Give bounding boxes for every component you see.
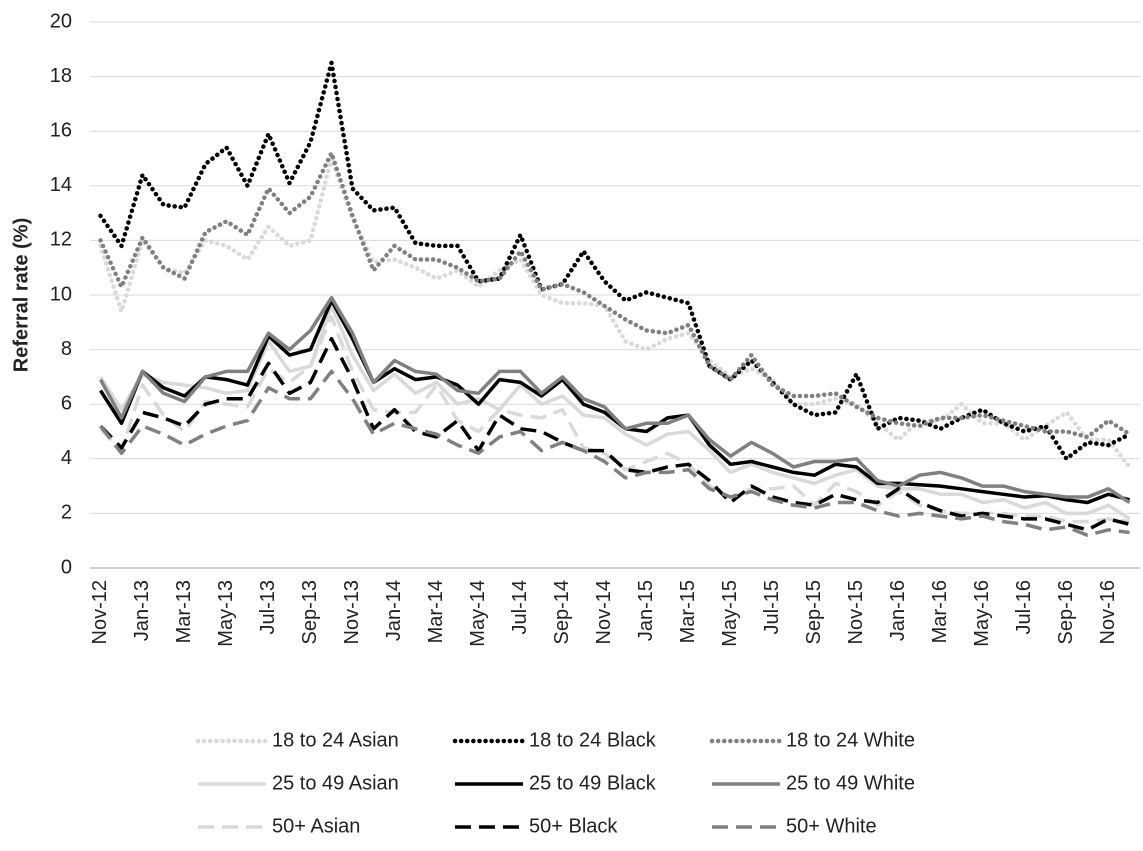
x-tick-label: Mar-13 bbox=[173, 580, 195, 643]
legend-label: 18 to 24 Black bbox=[529, 729, 657, 751]
x-tick-label: Mar-14 bbox=[425, 580, 447, 643]
x-tick-label: Mar-16 bbox=[929, 580, 951, 643]
y-tick-label: 16 bbox=[50, 119, 72, 141]
series-line bbox=[99, 336, 1130, 532]
y-tick-label: 14 bbox=[50, 174, 72, 196]
legend-label: 50+ Black bbox=[529, 815, 618, 837]
x-tick-label: Jul-13 bbox=[257, 580, 279, 634]
legend-label: 18 to 24 Asian bbox=[272, 729, 399, 751]
series-line bbox=[99, 298, 1130, 505]
legend-label: 50+ White bbox=[786, 815, 877, 837]
x-tick-label: May-14 bbox=[467, 580, 489, 647]
x-tick-label: Sep-16 bbox=[1055, 580, 1077, 645]
series-line bbox=[98, 295, 1131, 504]
x-tick-label: Sep-14 bbox=[551, 580, 573, 645]
legend-label: 50+ Asian bbox=[272, 815, 360, 837]
y-axis-title: Referral rate (%) bbox=[10, 218, 32, 373]
y-tick-label: 0 bbox=[61, 556, 72, 578]
y-tick-label: 20 bbox=[50, 10, 72, 32]
x-tick-label: Sep-13 bbox=[299, 580, 321, 645]
x-tick-label: Jul-16 bbox=[1013, 580, 1035, 634]
y-tick-label: 18 bbox=[50, 65, 72, 87]
series-line bbox=[98, 60, 1132, 462]
y-tick-label: 10 bbox=[50, 283, 72, 305]
x-tick-label: Jan-15 bbox=[635, 580, 657, 641]
series-line bbox=[99, 369, 1130, 537]
x-tick-label: Jul-15 bbox=[761, 580, 783, 634]
y-tick-label: 8 bbox=[61, 338, 72, 360]
y-tick-label: 2 bbox=[61, 502, 72, 524]
series-line bbox=[98, 150, 1132, 440]
x-tick-label: Nov-14 bbox=[593, 580, 615, 644]
x-tick-label: May-13 bbox=[215, 580, 237, 647]
legend-label: 25 to 49 Black bbox=[529, 772, 657, 794]
x-tick-label: Sep-15 bbox=[803, 580, 825, 645]
x-tick-label: Jul-14 bbox=[509, 580, 531, 634]
y-tick-label: 6 bbox=[61, 392, 72, 414]
x-tick-label: Jan-16 bbox=[887, 580, 909, 641]
x-tick-label: Mar-15 bbox=[677, 580, 699, 643]
x-tick-label: Nov-16 bbox=[1097, 580, 1119, 644]
y-tick-label: 12 bbox=[50, 229, 72, 251]
x-tick-label: May-15 bbox=[719, 580, 741, 647]
series-line bbox=[99, 315, 1130, 524]
x-tick-label: Nov-15 bbox=[845, 580, 867, 644]
x-tick-label: Nov-13 bbox=[341, 580, 363, 644]
legend-label: 18 to 24 White bbox=[786, 729, 915, 751]
x-tick-label: Jan-14 bbox=[383, 580, 405, 641]
y-tick-label: 4 bbox=[61, 447, 72, 469]
x-tick-label: May-16 bbox=[971, 580, 993, 647]
x-tick-label: Jan-13 bbox=[131, 580, 153, 641]
series-line bbox=[98, 156, 1132, 470]
legend-label: 25 to 49 White bbox=[786, 772, 915, 794]
x-tick-label: Nov-12 bbox=[89, 580, 111, 644]
legend-label: 25 to 49 Asian bbox=[272, 772, 399, 794]
series-line bbox=[99, 304, 1131, 521]
